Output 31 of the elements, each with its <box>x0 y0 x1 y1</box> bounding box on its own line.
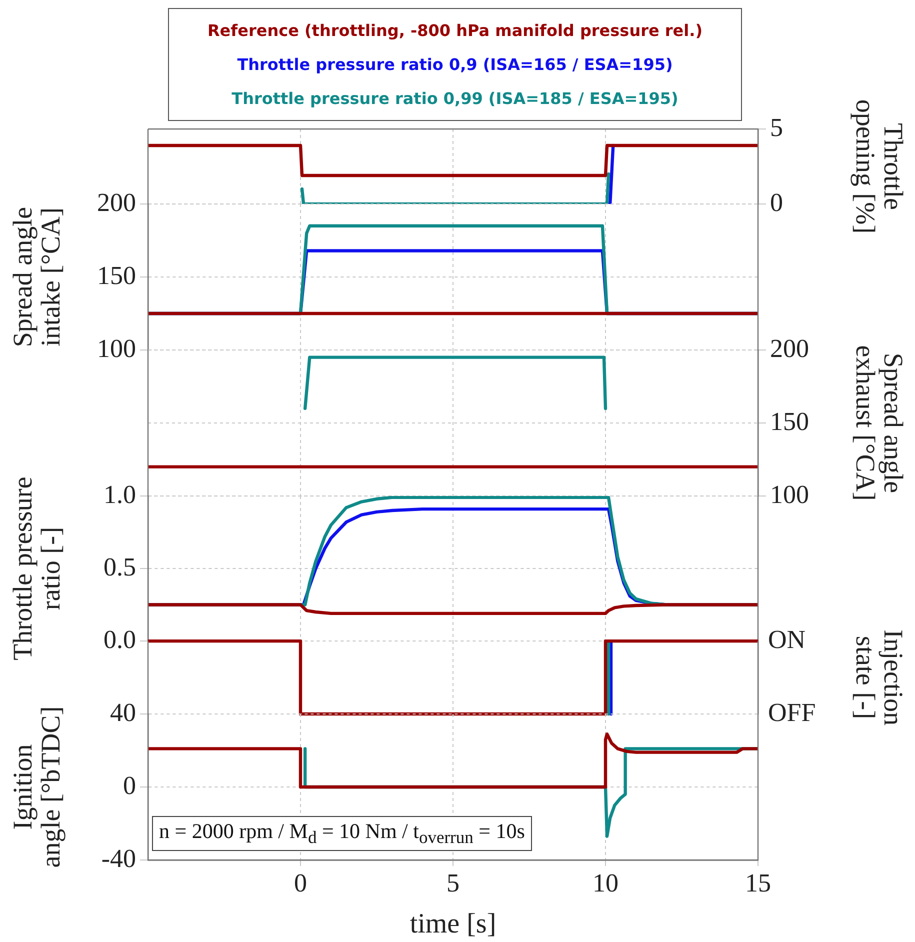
y-axis-title: Spread angle intake [°CA] <box>7 206 66 348</box>
y2-tick-label: 0 <box>770 188 783 217</box>
x-tick-label: 0 <box>294 868 307 898</box>
text: Throttle pressure ratio 0,9 (ISA=165 / ESA=195) <box>237 54 673 76</box>
x-tick-label: 5 <box>446 868 460 898</box>
y-tick-label: 150 <box>97 260 136 290</box>
x-axis-title: time [s] <box>410 908 496 940</box>
y-tick-label: 1.0 <box>104 480 136 509</box>
y-tick-label: 0.0 <box>104 624 136 654</box>
text: Reference (throttling, -800 hPa manifold pressure rel.) <box>207 20 703 42</box>
y-tick-label: 40 <box>110 698 136 727</box>
y2-tick-label: 5 <box>770 112 783 142</box>
y-tick-label: -40 <box>101 844 136 873</box>
y-tick-label: 200 <box>97 188 136 217</box>
y2-tick-label: 200 <box>770 334 809 363</box>
y2-axis-title: Throttle opening [%] <box>850 99 909 234</box>
y2-tick-label: 100 <box>770 480 809 509</box>
y2-tick-label: 150 <box>770 406 809 436</box>
y-tick-label: 0 <box>123 770 136 800</box>
y2-axis-title: Injection state [-] <box>850 630 909 726</box>
y-tick-label: 0.5 <box>104 552 136 582</box>
annotation: n = 2000 rpm / M$_{d}$ = 10 Nm / t$_{overrun}$ = 10s <box>152 816 532 852</box>
x-tick-label: 10 <box>592 868 618 898</box>
y2-axis-title: Spread angle exhaust [°CA] <box>850 345 909 501</box>
y-axis-title: Throttle pressure ratio [-] <box>7 476 66 660</box>
y-axis-title: Ignition angle [°bTDC] <box>7 706 66 868</box>
x-tick-label: 15 <box>745 868 771 898</box>
text: ON <box>768 624 806 654</box>
y-tick-label: 100 <box>97 334 136 363</box>
text: OFF <box>768 698 816 727</box>
text: Throttle pressure ratio 0,99 (ISA=185 / ESA=195) <box>232 88 678 110</box>
